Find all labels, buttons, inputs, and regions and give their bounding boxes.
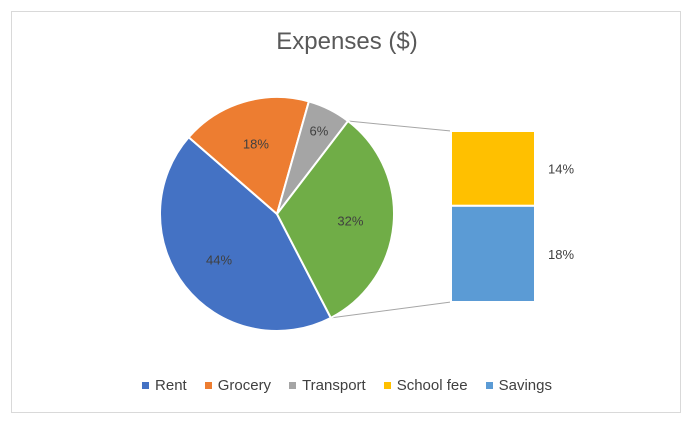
bar-data-label: 14% xyxy=(548,161,574,176)
pie-data-label: 18% xyxy=(243,136,269,151)
legend-swatch xyxy=(289,382,297,389)
legend-label: Savings xyxy=(498,377,552,394)
pie-slice-other xyxy=(275,119,395,320)
legend-swatch xyxy=(142,382,150,389)
pie-slice-rent xyxy=(159,135,333,332)
connector-line-top xyxy=(348,120,452,132)
legend-swatch xyxy=(485,382,493,389)
legend-item-transport: Transport xyxy=(289,377,366,394)
legend-label: Rent xyxy=(155,377,187,394)
bar-segment-school-fee xyxy=(450,130,536,207)
pie-slice-grocery xyxy=(187,96,311,216)
pie-data-label: 44% xyxy=(206,253,232,268)
legend-label: School fee xyxy=(396,377,468,394)
pie-data-label: 32% xyxy=(337,213,363,228)
chart-legend: Rent Grocery Transport School fee Savings xyxy=(0,377,694,394)
legend-item-savings: Savings xyxy=(485,377,552,394)
legend-item-school-fee: School fee xyxy=(383,377,468,394)
connector-line-bottom xyxy=(330,301,452,319)
bar-segment-savings xyxy=(450,204,536,303)
pie-data-label: 6% xyxy=(310,123,329,138)
legend-item-rent: Rent xyxy=(142,377,187,394)
bar-data-label: 18% xyxy=(548,247,574,262)
legend-swatch xyxy=(204,382,212,389)
chart-title: Expenses ($) xyxy=(276,28,418,55)
legend-item-grocery: Grocery xyxy=(204,377,272,394)
legend-label: Grocery xyxy=(217,377,272,394)
legend-label: Transport xyxy=(302,377,366,394)
legend-swatch xyxy=(383,382,391,389)
